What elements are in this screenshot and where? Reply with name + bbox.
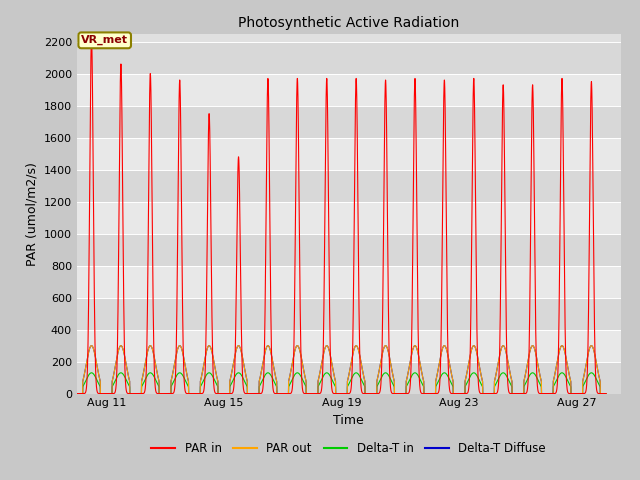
Bar (77, 330, 621, 361)
Bar (77, 73, 621, 106)
Bar (77, 106, 621, 138)
Bar (77, 42, 621, 73)
Bar (77, 361, 621, 394)
Bar (77, 138, 621, 169)
Title: Photosynthetic Active Radiation: Photosynthetic Active Radiation (238, 16, 460, 30)
Legend: PAR in, PAR out, Delta-T in, Delta-T Diffuse: PAR in, PAR out, Delta-T in, Delta-T Dif… (147, 437, 551, 460)
Bar (77, 298, 621, 330)
Bar (77, 265, 621, 298)
Bar (77, 169, 621, 202)
Bar (77, 234, 621, 265)
X-axis label: Time: Time (333, 414, 364, 427)
Bar (77, 202, 621, 234)
Text: VR_met: VR_met (81, 35, 128, 46)
Y-axis label: PAR (umol/m2/s): PAR (umol/m2/s) (25, 162, 38, 265)
